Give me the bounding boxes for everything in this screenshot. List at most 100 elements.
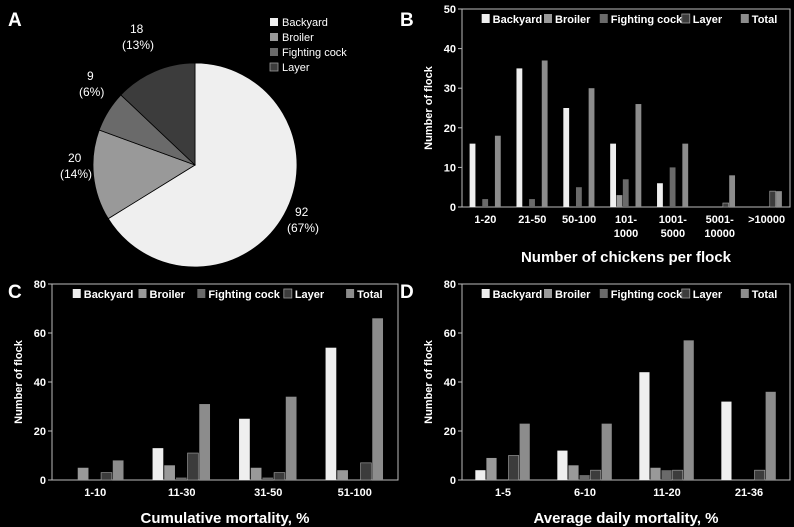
legend-label-fighting-cock: Fighting cock — [208, 289, 280, 301]
bar-fighting-cock-11-20 — [661, 470, 671, 480]
y-tick-label: 80 — [444, 279, 456, 291]
bar-fighting-cock-50-100 — [576, 187, 582, 207]
y-tick-label: 80 — [34, 279, 46, 291]
legend-label-broiler: Broiler — [282, 32, 314, 44]
y-tick-label: 60 — [444, 328, 456, 340]
bar-backyard-101-1000 — [610, 144, 616, 207]
y-tick-label: 20 — [444, 123, 456, 135]
bar-backyard-50-100 — [563, 108, 569, 207]
x-tick-label: >10000 — [748, 214, 785, 226]
legend-label-layer: Layer — [693, 289, 723, 301]
x-tick-label: 21-36 — [735, 487, 763, 499]
bar-layer-6-10 — [591, 470, 601, 480]
bar-backyard-1-20 — [470, 144, 476, 207]
pie-chart — [93, 63, 297, 267]
legend-swatch-broiler — [544, 14, 552, 23]
y-tick-label: 20 — [444, 426, 456, 438]
bar-broiler-31-50 — [251, 468, 262, 480]
bar-backyard-1001-5000 — [657, 183, 663, 207]
pie-label-value-broiler: 20 — [68, 151, 82, 165]
x-tick-label: 1-20 — [474, 214, 496, 226]
x-tick-label: 1-5 — [495, 487, 511, 499]
bar-total-31-50 — [286, 397, 297, 480]
legend-label-layer: Layer — [295, 289, 325, 301]
legend-swatch-broiler — [544, 289, 552, 298]
panel-letter-a: A — [8, 10, 22, 31]
bar-total-1-20 — [495, 136, 501, 207]
pie-label-pct-layer: (13%) — [122, 38, 154, 52]
legend-swatch-fighting-cock — [600, 14, 608, 23]
bar-broiler-11-30 — [164, 465, 175, 480]
y-tick-label: 30 — [444, 83, 456, 95]
legend-swatch-broiler — [270, 33, 278, 41]
legend-swatch-backyard — [482, 14, 490, 23]
legend-swatch-broiler — [139, 289, 147, 298]
bar-total-21-36 — [766, 392, 776, 480]
bar-backyard-6-10 — [557, 451, 567, 480]
x-axis-label: Number of chickens per flock — [521, 249, 732, 266]
bar-fighting-cock-21-50 — [529, 199, 535, 207]
legend-swatch-total — [741, 14, 749, 23]
bar-fighting-cock-1001-5000 — [670, 167, 676, 207]
bar-total-6-10 — [602, 424, 612, 480]
bar-layer-10000 — [770, 191, 776, 207]
y-tick-label: 60 — [34, 328, 46, 340]
y-axis-label: Number of flock — [423, 65, 435, 150]
x-tick-label: 1-10 — [84, 487, 106, 499]
pie-label-value-layer: 18 — [130, 22, 144, 36]
bar-layer-1-10 — [101, 473, 112, 480]
bar-total-5001-10000 — [729, 175, 735, 207]
pie-label-value-backyard: 92 — [295, 205, 309, 219]
legend-swatch-fighting-cock — [600, 289, 608, 298]
bar-backyard-21-36 — [721, 402, 731, 480]
legend-label-fighting-cock: Fighting cock — [282, 47, 347, 59]
legend-label-broiler: Broiler — [150, 289, 186, 301]
legend-swatch-total — [346, 289, 354, 298]
pie-label-pct-broiler: (14%) — [60, 167, 92, 181]
plot-area — [52, 284, 398, 480]
pie-label-pct-backyard: (67%) — [287, 221, 319, 235]
legend-swatch-layer — [284, 289, 292, 298]
bar-total-1-5 — [520, 424, 530, 480]
y-tick-label: 40 — [444, 44, 456, 56]
panel-letter-b: B — [400, 10, 414, 31]
y-tick-label: 40 — [444, 377, 456, 389]
x-tick-label: 31-50 — [254, 487, 282, 499]
bar-backyard-51-100 — [326, 348, 337, 480]
y-tick-label: 10 — [444, 162, 456, 174]
bar-backyard-21-50 — [516, 68, 522, 207]
bar-layer-11-30 — [188, 453, 199, 480]
legend-label-fighting-cock: Fighting cock — [611, 289, 683, 301]
legend-label-layer: Layer — [282, 62, 310, 74]
bar-total-51-100 — [372, 318, 383, 480]
x-tick-label: 51-100 — [338, 487, 372, 499]
bar-backyard-11-30 — [153, 448, 164, 480]
bar-total-10000 — [776, 191, 782, 207]
bar-layer-31-50 — [274, 473, 285, 480]
y-tick-label: 0 — [40, 475, 46, 487]
legend-label-backyard: Backyard — [493, 14, 543, 26]
y-tick-label: 40 — [34, 377, 46, 389]
bar-layer-11-20 — [673, 470, 683, 480]
x-axis-label: Average daily mortality, % — [533, 510, 718, 527]
y-tick-label: 20 — [34, 426, 46, 438]
x-tick-label: 11-20 — [653, 487, 681, 499]
pie-label-value-fighting-cock: 9 — [87, 69, 94, 83]
bar-total-1-10 — [113, 460, 124, 480]
bar-total-11-30 — [199, 404, 210, 480]
bar-backyard-11-20 — [639, 372, 649, 480]
legend-swatch-backyard — [73, 289, 81, 298]
y-axis-label: Number of flock — [423, 339, 435, 424]
plot-area — [462, 9, 790, 207]
x-axis-label: Cumulative mortality, % — [141, 510, 310, 527]
y-tick-label: 0 — [450, 475, 456, 487]
bar-total-1001-5000 — [682, 144, 688, 207]
legend-label-total: Total — [357, 289, 382, 301]
y-tick-label: 50 — [444, 4, 456, 16]
bar-layer-1-5 — [509, 456, 519, 481]
x-tick-label: 11-30 — [168, 487, 196, 499]
bar-broiler-51-100 — [337, 470, 348, 480]
bar-total-50-100 — [589, 88, 595, 207]
bar-layer-51-100 — [361, 463, 372, 480]
